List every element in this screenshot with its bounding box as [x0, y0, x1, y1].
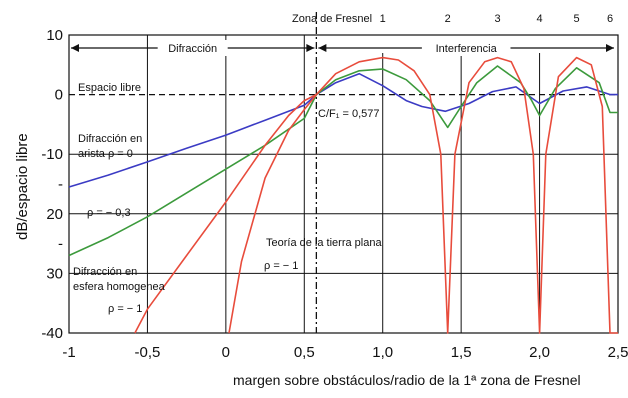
y-tick-label-4: 20 [46, 206, 63, 223]
fresnel-zone-label-5: 6 [607, 13, 613, 25]
x-axis-label: margen sobre obstáculos/radio de la 1ª z… [233, 372, 581, 388]
rho-03-annotation: ρ = − 0,3 [87, 207, 131, 219]
series-line-0 [68, 72, 618, 188]
y-tick-label-5: - [58, 236, 63, 253]
flat-earth-annotation-line2: ρ = − 1 [264, 260, 298, 272]
x-tick-label-3: 0,5 [294, 344, 315, 361]
y-tick-label-6: 30 [46, 265, 63, 282]
y-axis-label: dB/espacio libre [14, 133, 31, 240]
series-line-2 [134, 56, 618, 334]
region-arrows: Difracción Interferencia [71, 40, 614, 56]
y-tick-label-7: -40 [41, 325, 63, 342]
region-label-bg-1 [421, 40, 511, 56]
knife-edge-annotation-line1: Difracción en [78, 133, 142, 145]
x-tick-label-1: -0,5 [134, 344, 160, 361]
fresnel-zone-label-4: 5 [574, 13, 580, 25]
region-label-bg-0 [157, 40, 228, 56]
y-tick-label-2: -10 [41, 146, 63, 163]
cf-ratio-label: C/F₁ = 0,577 [318, 108, 380, 120]
sphere-annotation-line3: ρ = − 1 [108, 303, 142, 315]
y-tick-label-0: 10 [46, 27, 63, 44]
fresnel-zone-label-3: 4 [537, 13, 543, 25]
gridlines [69, 35, 618, 333]
flat-earth-annotation-line1: Teoría de la tierra plana [266, 237, 382, 249]
x-tick-label-7: 2,5 [608, 344, 628, 361]
free-space-label: Espacio libre [78, 82, 141, 94]
fresnel-zone-label-0: 1 [380, 13, 386, 25]
x-tick-label-6: 2,0 [529, 344, 550, 361]
knife-edge-annotation-line2: arista ρ = 0 [78, 148, 133, 160]
region-arrow-right-0 [306, 44, 315, 52]
fresnel-zone-labels: 1 2 3 4 5 6 [380, 13, 613, 25]
series-group [68, 56, 618, 334]
x-tick-label-2: 0 [222, 344, 230, 361]
fresnel-zone-label-1: 2 [445, 13, 451, 25]
sphere-annotation-line1: Difracción en [73, 266, 137, 278]
plot-frame [68, 34, 619, 334]
region-label-0: Difracción [168, 43, 217, 55]
series-line-3 [228, 94, 318, 334]
region-arrow-left-1 [318, 44, 327, 52]
sphere-annotation-line2: esfera homogenea [73, 281, 166, 293]
y-tick-label-3: - [58, 176, 63, 193]
x-tick-labels: -1 -0,5 0 0,5 1,0 1,5 2,0 2,5 [62, 344, 628, 361]
x-tick-label-0: -1 [62, 344, 75, 361]
x-tick-label-5: 1,5 [451, 344, 472, 361]
region-arrow-right-1 [606, 44, 614, 52]
region-arrow-left-0 [71, 44, 79, 52]
region-label-1: Interferencia [436, 43, 498, 55]
fresnel-zone-title: Zona de Fresnel [292, 13, 372, 25]
y-tick-labels: 10 0 -10 - 20 - 30 -40 [41, 27, 63, 342]
series-line-1 [68, 65, 618, 257]
x-tick-label-4: 1,0 [372, 344, 393, 361]
fresnel-zone-label-2: 3 [494, 13, 500, 25]
y-tick-label-1: 0 [55, 87, 63, 104]
